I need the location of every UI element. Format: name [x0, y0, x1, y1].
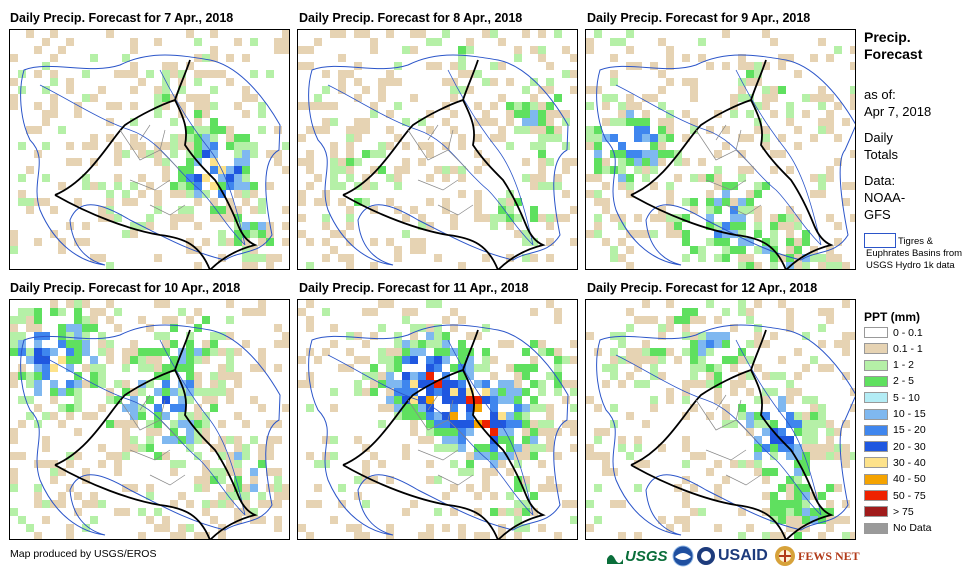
legend-item: 5 - 10	[864, 391, 920, 404]
legend-swatch	[864, 392, 888, 404]
legend-swatch	[864, 441, 888, 453]
totals-line1: Daily	[864, 130, 893, 145]
panel-title-5: Daily Precip. Forecast for 11 Apr., 2018	[299, 281, 529, 295]
legend-swatch	[864, 506, 888, 518]
map-panel-1	[9, 29, 290, 270]
legend-label: > 75	[893, 505, 914, 518]
legend-item: 0 - 0.1	[864, 326, 923, 339]
fewsnet-logo: FEWS NET	[774, 544, 860, 568]
legend-label: 1 - 2	[893, 359, 915, 372]
legend-swatch	[864, 359, 888, 371]
legend-label: No Data	[893, 522, 932, 535]
map-panel-3	[585, 29, 856, 270]
usaid-logo-text: USAID	[718, 547, 768, 564]
panel-title-3: Daily Precip. Forecast for 9 Apr., 2018	[587, 11, 811, 25]
map-panel-5	[297, 299, 578, 540]
panel-title-2: Daily Precip. Forecast for 8 Apr., 2018	[299, 11, 523, 25]
precip-map-6	[586, 300, 855, 539]
legend-swatch	[864, 408, 888, 420]
credit-text: Map produced by USGS/EROS	[10, 548, 157, 560]
legend-item: 2 - 5	[864, 375, 914, 388]
totals-block: Daily Totals	[864, 129, 898, 163]
legend-label: 0.1 - 1	[893, 342, 923, 355]
legend-label: 40 - 50	[893, 473, 926, 486]
legend-label: 50 - 75	[893, 489, 926, 502]
map-panel-4	[9, 299, 290, 540]
usgs-logo: USGS	[606, 544, 668, 568]
data-line1: NOAA-	[864, 190, 906, 205]
legend-label: 10 - 15	[893, 408, 926, 420]
sidebar-title-line2: Forecast	[864, 46, 923, 62]
legend-swatch	[864, 424, 888, 436]
legend-swatch	[864, 375, 888, 387]
map-panel-6	[585, 299, 856, 540]
basin-note: Tigres & Euphrates Basins from USGS Hydr…	[866, 236, 963, 271]
precip-map-5	[298, 300, 577, 539]
legend-item: 0.1 - 1	[864, 342, 923, 355]
legend-title: PPT (mm)	[864, 310, 921, 324]
legend-swatch	[864, 343, 888, 355]
legend-swatch	[864, 327, 888, 338]
legend-label: 5 - 10	[893, 391, 920, 404]
legend-swatch	[864, 490, 888, 501]
legend-swatch	[864, 457, 888, 469]
legend-item: 1 - 2	[864, 359, 914, 372]
panel-title-6: Daily Precip. Forecast for 12 Apr., 2018	[587, 281, 818, 295]
data-line2: GFS	[864, 207, 891, 222]
panel-title-1: Daily Precip. Forecast for 7 Apr., 2018	[10, 11, 234, 25]
asof-label: as of:	[864, 87, 896, 102]
usaid-logo: USAID	[696, 544, 768, 568]
legend-item: 10 - 15	[864, 408, 926, 421]
legend-item: 15 - 20	[864, 424, 926, 437]
noaa-logo	[672, 544, 694, 568]
asof-block: as of: Apr 7, 2018	[864, 86, 931, 120]
precip-map-3	[586, 30, 855, 269]
data-source-block: Data: NOAA- GFS	[864, 172, 905, 223]
legend-swatch	[864, 522, 888, 534]
legend-item: 50 - 75	[864, 489, 926, 502]
legend-label: 15 - 20	[893, 424, 926, 437]
legend-item: > 75	[864, 505, 914, 518]
fewsnet-logo-text: FEWS NET	[798, 548, 860, 563]
totals-line2: Totals	[864, 147, 898, 162]
asof-date: Apr 7, 2018	[864, 104, 932, 119]
legend-item: No Data	[864, 522, 932, 535]
legend-item: 40 - 50	[864, 473, 926, 486]
sidebar-title: Precip. Forecast	[864, 29, 922, 63]
precip-map-4	[10, 300, 289, 539]
data-label: Data:	[864, 173, 896, 188]
legend-swatch	[864, 473, 888, 485]
map-panel-2	[297, 29, 578, 270]
legend-item: 20 - 30	[864, 440, 926, 453]
legend-label: 30 - 40	[893, 456, 926, 469]
legend-item: 30 - 40	[864, 456, 926, 469]
panel-title-4: Daily Precip. Forecast for 10 Apr., 2018	[10, 281, 241, 295]
usgs-logo-text: USGS	[625, 547, 668, 565]
legend-label: 0 - 0.1	[893, 326, 923, 339]
sidebar-title-line1: Precip.	[864, 29, 911, 45]
precip-map-2	[298, 30, 577, 269]
precip-map-1	[10, 30, 289, 269]
basin-swatch	[864, 233, 896, 248]
legend-label: 20 - 30	[893, 440, 926, 453]
legend-label: 2 - 5	[893, 375, 915, 388]
